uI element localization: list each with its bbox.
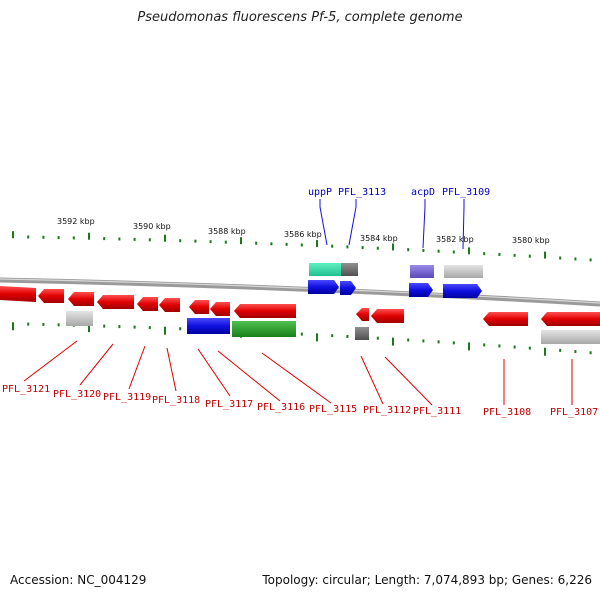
scale-label: 3592 kbp xyxy=(57,217,95,226)
gene-label-PFL_3111[interactable]: PFL_3111 xyxy=(413,406,461,417)
scale-ticks-inner xyxy=(12,322,592,356)
gene-PFL_3119[interactable] xyxy=(97,295,134,309)
gene-label-PFL_3109[interactable]: PFL_3109 xyxy=(442,187,490,198)
gene-label-PFL_3113[interactable]: PFL_3113 xyxy=(338,187,386,198)
gene-label-uppP[interactable]: uppP xyxy=(308,187,332,198)
feature-PFL_3107-annotation[interactable] xyxy=(541,330,600,344)
gene-label-PFL_3119[interactable]: PFL_3119 xyxy=(103,392,151,403)
accession-text: Accession: NC_004129 xyxy=(10,573,147,587)
scale-label: 3582 kbp xyxy=(436,235,474,244)
gene-label-PFL_3112[interactable]: PFL_3112 xyxy=(363,405,411,416)
gene-PFL_3120[interactable] xyxy=(68,292,94,306)
gene-PFL_3117-b[interactable] xyxy=(210,302,230,316)
feature-PFL_3116-annotation[interactable] xyxy=(232,321,296,337)
map-title: Pseudomonas fluorescens Pf-5, complete g… xyxy=(137,10,463,25)
forward-strand-features xyxy=(187,263,483,334)
forward-label-leaders xyxy=(319,199,465,250)
gene-label-PFL_3118[interactable]: PFL_3118 xyxy=(152,395,200,406)
gene-PFL_3116[interactable] xyxy=(234,304,296,318)
gene-PFL_3112[interactable] xyxy=(356,308,369,321)
gene-label-PFL_3117[interactable]: PFL_3117 xyxy=(205,399,253,410)
scale-label: 3590 kbp xyxy=(133,222,171,231)
scale-label: 3588 kbp xyxy=(208,227,246,236)
gene-label-acpD[interactable]: acpD xyxy=(411,187,435,198)
feature-PFL_3113-annotation[interactable] xyxy=(341,263,358,276)
feature-PFL_3117-blue[interactable] xyxy=(187,318,230,334)
gene-label-PFL_3116[interactable]: PFL_3116 xyxy=(257,402,305,413)
gene-label-PFL_3107[interactable]: PFL_3107 xyxy=(550,407,598,418)
gene-acpD[interactable] xyxy=(409,283,433,297)
reverse-label-leaders xyxy=(23,340,573,406)
gene-PFL_3118-a[interactable] xyxy=(137,297,158,311)
feature-PFL_3120-annotation[interactable] xyxy=(66,311,93,326)
gene-label-PFL_3121[interactable]: PFL_3121 xyxy=(2,384,50,395)
scale-label: 3586 kbp xyxy=(284,230,322,239)
gene-uppP[interactable] xyxy=(308,280,339,294)
gene-PFL_3107[interactable] xyxy=(541,312,600,326)
gene-label-PFL_3108[interactable]: PFL_3108 xyxy=(483,407,531,418)
gene-PFL_3111[interactable] xyxy=(371,309,404,323)
reverse-strand-features xyxy=(0,286,600,344)
gene-PFL_3121-a[interactable] xyxy=(0,286,36,302)
gene-PFL_3117-a[interactable] xyxy=(189,300,209,314)
gene-PFL_3108[interactable] xyxy=(483,312,528,326)
scale-label: 3580 kbp xyxy=(512,236,550,245)
gene-PFL_3113[interactable] xyxy=(340,281,356,295)
feature-acpD-annotation[interactable] xyxy=(410,265,434,278)
feature-PFL_3112-annotation[interactable] xyxy=(355,327,369,340)
gene-PFL_3118-b[interactable] xyxy=(159,298,180,312)
topology-text: Topology: circular; Length: 7,074,893 bp… xyxy=(262,573,592,587)
gene-PFL_3109[interactable] xyxy=(443,284,482,298)
gene-label-PFL_3120[interactable]: PFL_3120 xyxy=(53,389,101,400)
gene-label-PFL_3115[interactable]: PFL_3115 xyxy=(309,404,357,415)
feature-uppP-annotation[interactable] xyxy=(309,263,341,276)
scale-ticks-outer xyxy=(12,231,592,262)
scale-label: 3584 kbp xyxy=(360,234,398,243)
genome-backbone xyxy=(0,277,600,307)
feature-PFL_3109-annotation[interactable] xyxy=(444,265,483,278)
gene-PFL_3121-b[interactable] xyxy=(38,289,64,303)
